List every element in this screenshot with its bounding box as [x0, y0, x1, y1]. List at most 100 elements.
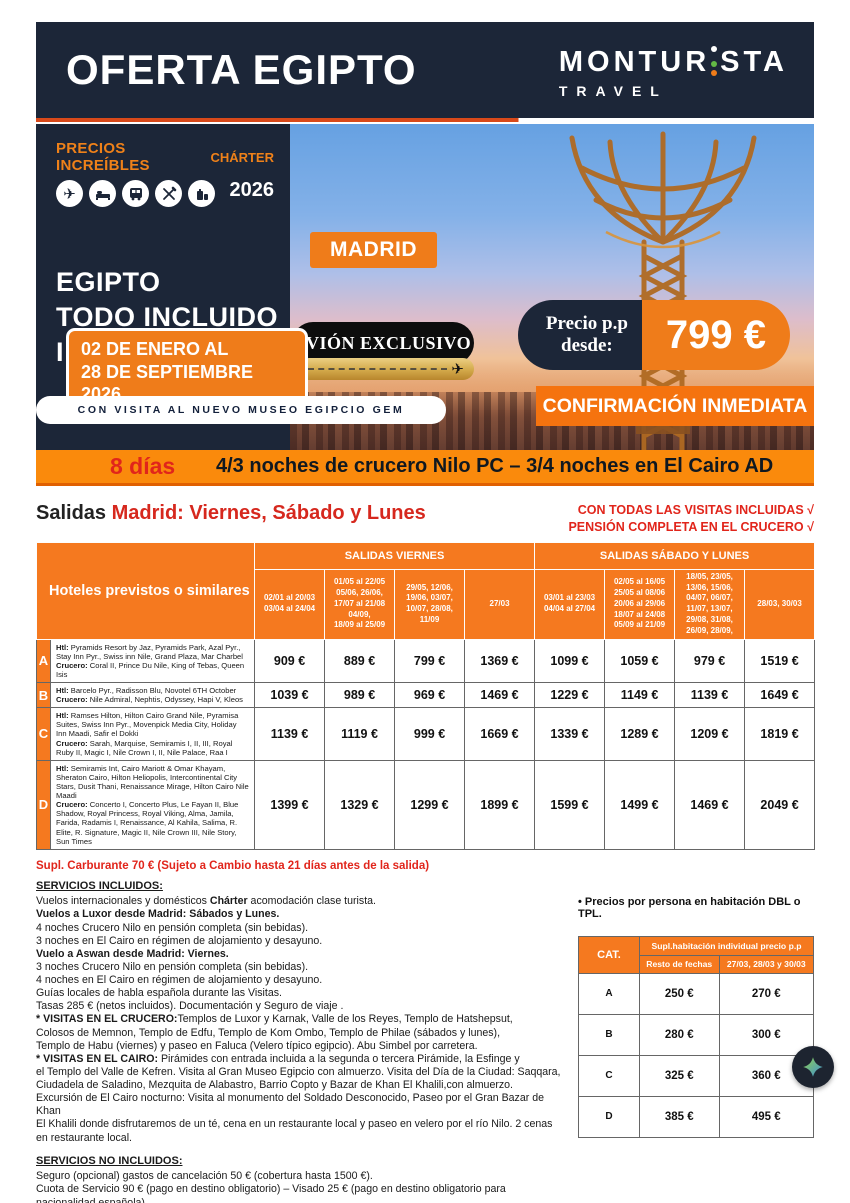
service-line: Seguro (opcional) gastos de cancelación … — [36, 1170, 373, 1183]
bus-icon — [122, 180, 149, 207]
brand-dots-icon — [711, 45, 718, 76]
departures-value: Madrid: Viernes, Sábado y Lunes — [111, 502, 426, 524]
service-line: el Templo del Valle de Kefren. Visita al… — [36, 1065, 561, 1078]
exclusive-flight-badge: AVIÓN EXCLUSIVO — [292, 322, 474, 364]
hotel-list: Htl: Barcelo Pyr., Radisson Blu, Novotel… — [49, 681, 256, 709]
price-cell: 1139 € — [674, 681, 746, 709]
supplement-special: 300 € — [718, 1013, 815, 1056]
date-column-header: 18/05, 23/05, 13/06, 15/06, 04/07, 06/07… — [674, 568, 746, 640]
price-cell: 1299 € — [394, 759, 466, 850]
date-column-header: 28/03, 30/03 — [744, 568, 816, 640]
supplement-row: C 325 €360 € — [578, 1054, 815, 1097]
price-cell: 999 € — [394, 707, 466, 761]
header: OFERTA EGIPTO MONTUR STA TRAVEL — [36, 22, 814, 118]
brand-left: MONTUR — [558, 45, 711, 78]
supplement-row: D 385 €495 € — [578, 1095, 815, 1138]
page-title: OFERTA EGIPTO — [66, 46, 417, 93]
price-cell: 1399 € — [254, 759, 326, 850]
price-cell: 909 € — [254, 638, 326, 683]
table-row: B Htl: Barcelo Pyr., Radisson Blu, Novote… — [36, 681, 816, 709]
plane-icon: ✈ — [56, 180, 83, 207]
supplement-category: A — [578, 972, 640, 1015]
price-cell: 1599 € — [534, 759, 606, 850]
service-line: Guías locales de habla española durante … — [36, 987, 282, 1000]
departures-row: Salidas Madrid: Viernes, Sábado y Lunes … — [36, 502, 814, 536]
supplement-category: D — [578, 1095, 640, 1138]
double-room-note: • Precios por persona en habitación DBL … — [578, 895, 801, 920]
service-line: 4 noches Crucero Nilo en pensión complet… — [36, 921, 309, 934]
category-letter: D — [36, 759, 51, 850]
date-column-header: 01/05 al 22/05 05/06, 26/06, 17/07 al 21… — [324, 568, 396, 640]
price-cell: 1899 € — [464, 759, 536, 850]
price-cell: 1499 € — [604, 759, 676, 850]
service-line: Cuota de Servicio 90 € (pago en destino … — [36, 1183, 506, 1203]
price-cell: 1229 € — [534, 681, 606, 709]
price-cell: 1819 € — [744, 707, 816, 761]
price-cell: 979 € — [674, 638, 746, 683]
supplement-column: • Precios por persona en habitación DBL … — [578, 880, 815, 1203]
service-line: Vuelo a Aswan desde Madrid: Viernes. — [36, 947, 229, 960]
price-pill: Precio p.p desde: 799 € — [517, 300, 790, 370]
visits-included-note: CON TODAS LAS VISITAS INCLUIDAS √ — [577, 503, 814, 517]
price-cell: 1329 € — [324, 759, 396, 850]
price-cell: 1369 € — [464, 638, 536, 683]
date-column-header: 03/01 al 23/03 04/04 al 27/04 — [534, 568, 606, 640]
supplement-header: Supl.habitación individual precio p.p — [639, 935, 814, 956]
not-included-services-title: SERVICIOS NO INCLUIDOS: — [36, 1154, 183, 1167]
price-cell: 1649 € — [744, 681, 816, 709]
service-line: 3 noches Crucero Nilo en pensión complet… — [36, 960, 309, 973]
service-line: * VISITAS EN EL CRUCERO:Templos de Luxor… — [36, 1013, 513, 1026]
flight-path-dashes — [308, 368, 448, 370]
price-cell: 1099 € — [534, 638, 606, 683]
services-column: SERVICIOS INCLUIDOS: Vuelos internaciona… — [36, 880, 564, 1203]
price-cell: 1209 € — [674, 707, 746, 761]
category-letter: A — [36, 638, 51, 683]
supplement-category: C — [578, 1054, 640, 1097]
date-column-header: 27/03 — [464, 568, 536, 640]
offer-title-line1: EGIPTO — [56, 267, 161, 297]
price-cell: 1469 € — [464, 681, 536, 709]
service-line: El Khalili donde disfrutaremos de un té,… — [36, 1118, 553, 1144]
table-row: C Htl: Ramses Hilton, Hilton Cairo Grand … — [36, 707, 816, 761]
date-column-header: 02/01 al 20/03 03/04 al 24/04 — [254, 568, 326, 640]
hotel-list: Htl: Semiramis Int, Cairo Mariott & Omar… — [49, 759, 256, 850]
fuel-surcharge-note: Supl. Carburante 70 € (Sujeto a Cambio h… — [36, 859, 430, 872]
price-cell: 799 € — [394, 638, 466, 683]
departures-heading: Salidas Madrid: Viernes, Sábado y Lunes — [36, 502, 426, 525]
details-columns: SERVICIOS INCLUIDOS: Vuelos internaciona… — [36, 880, 815, 1203]
service-line: * VISITAS EN EL CAIRO: Pirámides con ent… — [36, 1052, 520, 1065]
gold-flight-strip: ✈ — [298, 358, 474, 380]
charter-label: CHÁRTER — [210, 149, 274, 165]
table-row: A Htl: Pyramids Resort by Jaz, Pyramids P… — [36, 638, 816, 683]
confirmation-badge: CONFIRMACIÓN INMEDIATA — [536, 386, 814, 426]
other-dates-header: Resto de fechas — [639, 954, 720, 974]
brand-subtitle: TRAVEL — [558, 82, 668, 99]
price-cell: 1149 € — [604, 681, 676, 709]
floating-widget-button[interactable] — [792, 1046, 834, 1088]
price-value: 799 € — [641, 300, 790, 370]
single-supplement-table: CAT. Supl.habitación individual precio p… — [578, 935, 815, 1138]
supplement-resto: 325 € — [639, 1054, 720, 1097]
price-cell: 989 € — [324, 681, 396, 709]
price-cell: 1059 € — [604, 638, 676, 683]
city-badge: MADRID — [310, 232, 437, 268]
category-header: CAT. — [578, 935, 640, 974]
service-line: 4 noches en El Cairo en régimen de aloja… — [36, 974, 323, 987]
price-cell: 1139 € — [254, 707, 326, 761]
brand-right: STA — [720, 45, 788, 78]
nights-description: 4/3 noches de crucero Nilo PC – 3/4 noch… — [216, 455, 774, 477]
price-cell: 1289 € — [604, 707, 676, 761]
supplement-resto: 385 € — [639, 1095, 720, 1138]
price-cell: 2049 € — [744, 759, 816, 850]
date-column-header: 02/05 al 16/05 25/05 al 08/06 20/06 al 2… — [604, 568, 676, 640]
service-line: Vuelos internacionales y domésticos Chár… — [36, 895, 376, 908]
price-cell: 1519 € — [744, 638, 816, 683]
service-line: Excursión de El Cairo nocturno: Visita a… — [36, 1092, 545, 1118]
category-letter: C — [36, 707, 51, 761]
departures-label: Salidas — [36, 502, 112, 524]
included-services-list: Vuelos internacionales y domésticos Chár… — [36, 895, 564, 1144]
supplement-row: B 280 €300 € — [578, 1013, 815, 1056]
service-line: Vuelos a Luxor desde Madrid: Sábados y L… — [36, 908, 280, 921]
friday-departures-header: SALIDAS VIERNES — [254, 541, 536, 570]
